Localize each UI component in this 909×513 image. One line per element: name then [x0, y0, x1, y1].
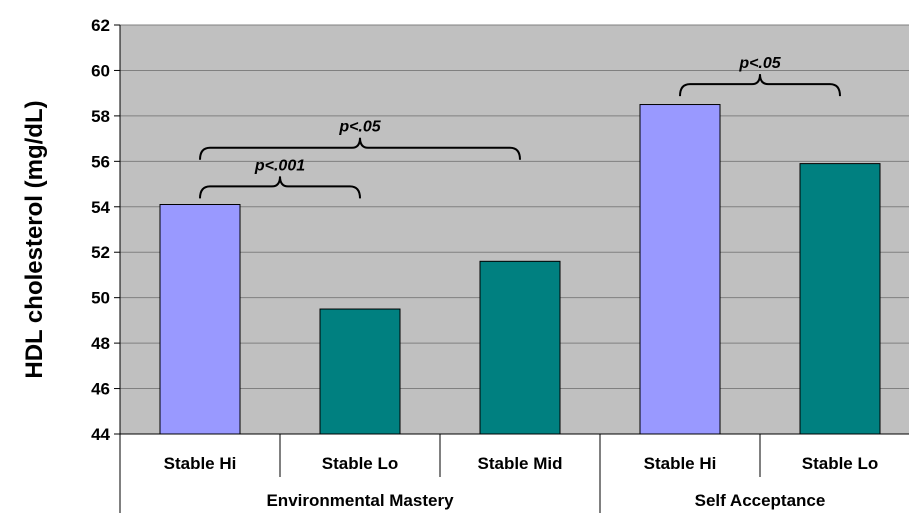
y-tick-label: 56	[91, 152, 110, 171]
y-tick-label: 58	[91, 107, 110, 126]
bar-stable-hi-environmental-mastery	[159, 204, 241, 435]
significance-bracket	[199, 137, 521, 160]
y-tick-label: 50	[91, 289, 110, 308]
significance-label: p<.05	[338, 119, 381, 136]
x-group-label: Environmental Mastery	[266, 491, 454, 510]
y-tick-label: 60	[91, 61, 110, 80]
y-axis-label: HDL cholesterol (mg/dL)	[21, 100, 48, 378]
y-tick-label: 44	[91, 425, 110, 444]
y-tick-label: 54	[91, 198, 110, 217]
significance-bracket	[679, 74, 841, 97]
x-category-label: Stable Lo	[802, 454, 879, 473]
bar-stable-mid-environmental-mastery	[479, 260, 561, 435]
x-group-labels: Environmental Mastery Self Acceptance	[266, 491, 825, 510]
x-category-label: Stable Lo	[322, 454, 399, 473]
x-category-labels: Stable Hi Stable Lo Stable Mid Stable Hi Sta…	[164, 454, 879, 473]
x-group-label: Self Acceptance	[695, 491, 826, 510]
y-tick-label: 48	[91, 334, 110, 353]
significance-label: p<.05	[738, 55, 781, 72]
axes	[114, 24, 909, 513]
bar-stable-lo-environmental-mastery	[319, 308, 401, 435]
bars	[159, 104, 881, 435]
bar-stable-hi-self-acceptance	[639, 104, 721, 435]
bar-stable-lo-self-acceptance	[799, 163, 881, 435]
significance-bracket	[199, 176, 361, 199]
x-category-label: Stable Hi	[164, 454, 237, 473]
x-category-label: Stable Hi	[644, 454, 717, 473]
y-tick-label: 46	[91, 380, 110, 399]
y-tick-label: 52	[91, 243, 110, 262]
y-tick-label: 62	[91, 16, 110, 35]
x-category-label: Stable Mid	[477, 454, 562, 473]
y-tick-labels: 44 46 48 50 52 54 56 58 60 62	[91, 16, 110, 444]
significance-annotations: p<.001 p<.05 p<.05	[199, 55, 841, 199]
significance-label: p<.001	[254, 157, 305, 174]
